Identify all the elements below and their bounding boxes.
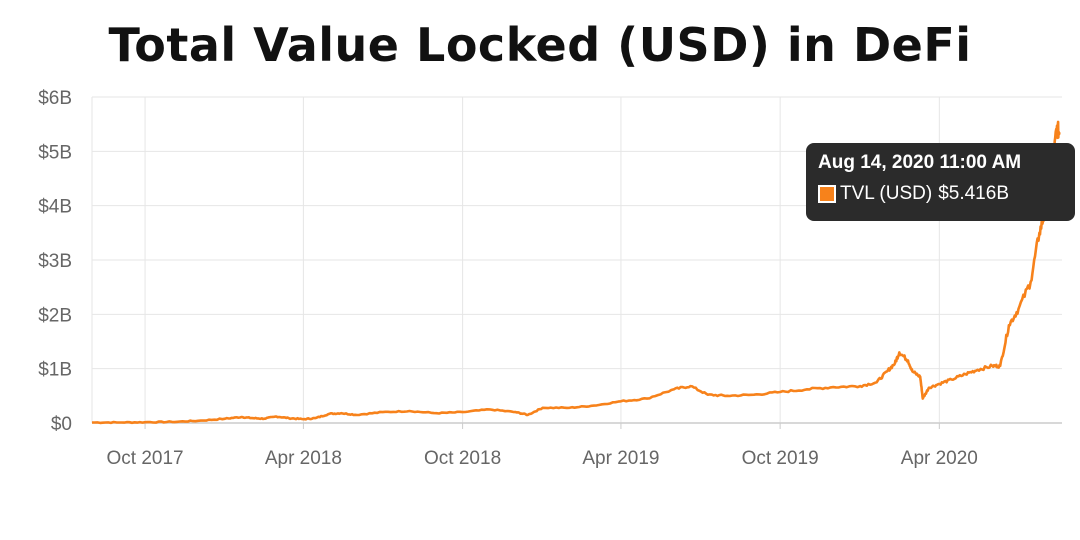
tooltip-row: TVL (USD) $5.416B xyxy=(818,183,1075,205)
tvl-series-line[interactable] xyxy=(92,120,1061,425)
y-tick-label: $3B xyxy=(38,251,72,272)
y-tick-label: $4B xyxy=(38,197,72,218)
tooltip-swatch xyxy=(818,185,836,203)
x-tick-label: Apr 2019 xyxy=(582,448,659,469)
y-tick-label: $6B xyxy=(38,88,72,109)
x-tick-label: Apr 2018 xyxy=(265,448,342,469)
tooltip: Aug 14, 2020 11:00 AM TVL (USD) $5.416B xyxy=(806,143,1075,221)
y-tick-label: $2B xyxy=(38,305,72,326)
x-axis: Oct 2017 Apr 2018 Oct 2018 Apr 2019 Oct 2019… xyxy=(107,423,978,469)
series-layer xyxy=(92,120,1061,425)
tooltip-series-name: TVL (USD) xyxy=(840,183,933,204)
y-tick-label: $5B xyxy=(38,142,72,163)
x-tick-label: Oct 2019 xyxy=(742,448,819,469)
tooltip-date: Aug 14, 2020 11:00 AM xyxy=(818,152,1022,173)
x-tick-label: Oct 2018 xyxy=(424,448,501,469)
chart-title: Total Value Locked (USD) in DeFi xyxy=(108,18,972,72)
tooltip-value: $5.416B xyxy=(938,183,1009,204)
x-tick-label: Oct 2017 xyxy=(107,448,184,469)
y-tick-label: $0 xyxy=(51,414,72,435)
x-tick-label: Apr 2020 xyxy=(901,448,978,469)
y-axis: $0 $1B $2B $3B $4B $5B $6B xyxy=(38,88,72,435)
grid-lines xyxy=(91,96,1062,423)
y-tick-label: $1B xyxy=(38,360,72,381)
